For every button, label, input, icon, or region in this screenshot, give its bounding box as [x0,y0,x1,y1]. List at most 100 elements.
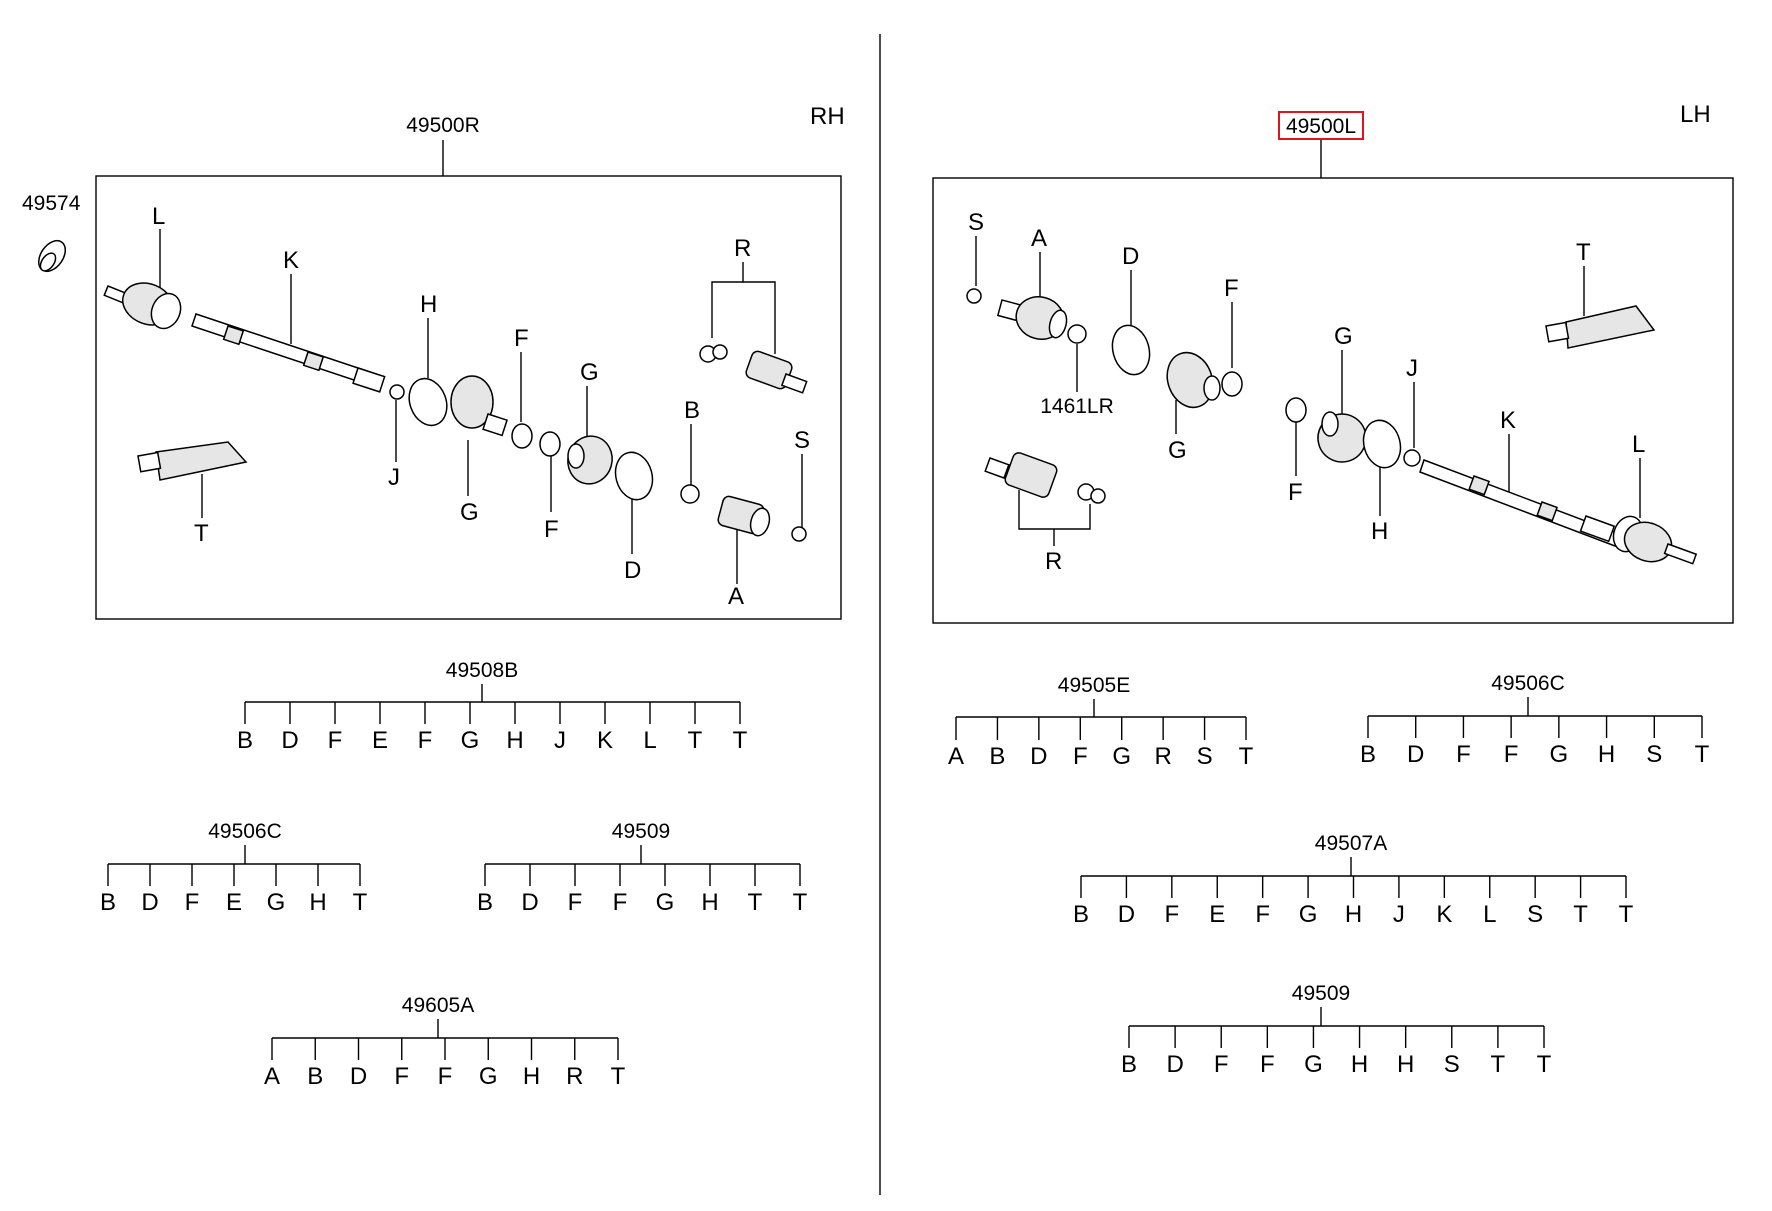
callout-L: L [152,203,165,230]
callout-S: S [794,427,810,454]
lh-kit-49509: 49509 [1129,982,1544,1027]
callout-F: F [514,325,529,352]
kit-item-letter: F [1260,1051,1275,1078]
kit-item-letter: T [793,889,808,916]
kit-item-letter: D [1118,901,1135,928]
kit-item-letter: S [1527,901,1543,928]
cv-boot-icon [1166,351,1221,409]
grease-tube-icon [1545,305,1656,349]
cv-boot-icon [450,375,508,437]
kit-item-letter: G [461,727,480,754]
kit-number[interactable]: 49509 [612,820,670,843]
kit-item-letter: T [1491,1051,1506,1078]
kit-item-letter: R [1154,743,1171,770]
kit-item-letter: J [554,727,566,754]
kit-item-letter: D [281,727,298,754]
kit-number[interactable]: 49506C [1491,672,1565,695]
kit-item-letter: G [479,1063,498,1090]
kit-item-letter: B [307,1063,323,1090]
kit-item-letter: F [613,889,628,916]
kit-item-letter: L [1483,901,1496,928]
kit-item-letter: G [1299,901,1318,928]
kit-item-letter: F [568,889,583,916]
callout-H: H [420,291,437,318]
rh-kit-49506C: 49506C [108,820,360,865]
kit-item-letter: H [1598,741,1615,768]
kit-item-letter: D [1030,743,1047,770]
callout-F: F [1288,479,1303,506]
kit-number[interactable]: 49506C [208,820,282,843]
kit-item-letter: F [438,1063,453,1090]
kit-item-letter: F [394,1063,409,1090]
axle-shaft-icon [191,313,386,393]
kit-number[interactable]: 49507A [1315,832,1387,855]
kit-number[interactable]: 49605A [402,994,474,1017]
kit-item-letter: H [1351,1051,1368,1078]
kit-item-letter: A [264,1063,280,1090]
kit-item-letter: D [521,889,538,916]
lh-side-label: LH [1680,101,1711,128]
kit-item-letter: S [1197,743,1213,770]
kit-item-letter: S [1646,741,1662,768]
kit-item-letter: F [1456,741,1471,768]
lh-assembly-highlight-box [1278,111,1364,140]
kit-item-letter: T [1573,901,1588,928]
kit-item-letter: B [237,727,253,754]
kit-item-letter: T [1619,901,1634,928]
kit-number[interactable]: 49505E [1058,674,1130,697]
retaining-ring-icon [680,484,700,504]
tripod-joint-icon [984,452,1106,504]
callout-H: H [1371,518,1388,545]
kit-item-letter: J [1393,901,1405,928]
kit-item-letter: H [523,1063,540,1090]
kit-number[interactable]: 49508B [446,659,518,682]
callout-D: D [1122,243,1139,270]
kit-item-letter: F [185,889,200,916]
kit-item-letter: T [353,889,368,916]
small-clamp-icon [1221,371,1243,397]
boot-clamp-icon [1362,419,1402,469]
rh-assembly-number[interactable]: 49500R [406,114,480,137]
callout-R: R [734,235,751,262]
callout-T: T [1576,239,1591,266]
boot-clamp-icon [1111,324,1151,376]
kit-item-letter: F [1504,741,1519,768]
kit-item-letter: F [1073,743,1088,770]
kit-item-letter: B [1073,901,1089,928]
callout-G: G [460,499,479,526]
kit-item-letter: E [226,889,242,916]
kit-item-letter: F [1164,901,1179,928]
kit-item-letter: B [1360,741,1376,768]
callout-K: K [283,247,299,274]
callout-F: F [544,516,559,543]
kit-item-letter: B [100,889,116,916]
callout-J: J [1406,355,1418,382]
kit-item-labels: B D F E F G H J K L T TB D F E G H T B D F F G H T TA B D F F G H R TA B D F… [100,702,1710,1090]
snap-ring-part-number[interactable]: 1461LR [1040,395,1114,418]
lh-section: LH 49500L S A 1461LR D F G [932,101,1734,1027]
grease-tube-icon [137,441,248,481]
small-clamp-icon [1285,397,1307,423]
rh-seal-number[interactable]: 49574 [22,192,81,215]
kit-item-letter: G [1304,1051,1323,1078]
rh-side-label: RH [810,103,845,130]
kit-item-letter: T [733,727,748,754]
kit-number[interactable]: 49509 [1292,982,1350,1005]
outer-cv-joint-icon [1612,515,1698,565]
outer-cv-joint-icon [103,282,182,330]
kit-item-letter: H [506,727,523,754]
kit-item-letter: B [477,889,493,916]
kit-item-letter: R [566,1063,583,1090]
small-clamp-icon [511,423,533,449]
kit-item-letter: E [1209,901,1225,928]
callout-F: F [1224,275,1239,302]
kit-item-letter: D [1407,741,1424,768]
inner-joint-housing-icon [717,495,771,537]
kit-item-letter: G [1550,741,1569,768]
cv-boot-icon [567,435,613,485]
kit-item-letter: H [1345,901,1362,928]
callout-B: B [684,397,700,424]
lh-assembly-number[interactable]: 49500L [1286,115,1356,138]
kit-item-letter: B [1121,1051,1137,1078]
